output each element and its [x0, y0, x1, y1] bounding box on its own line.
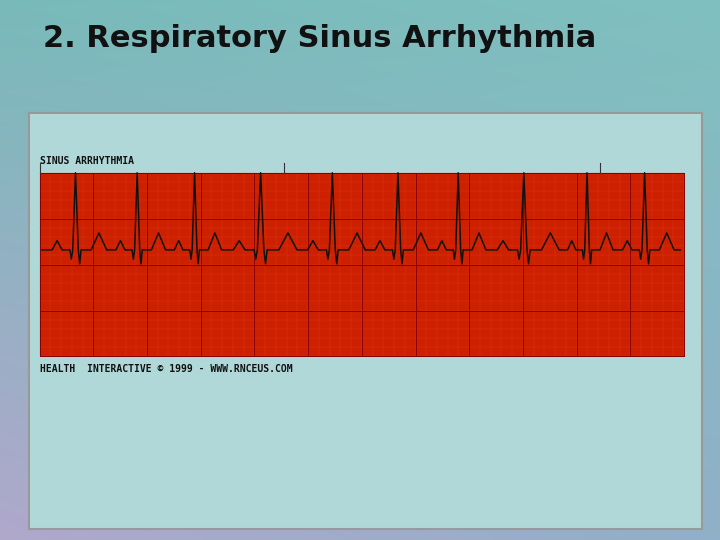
Text: HEALTH  INTERACTIVE © 1999 - WWW.RNCEUS.COM: HEALTH INTERACTIVE © 1999 - WWW.RNCEUS.C…	[40, 364, 292, 375]
Bar	[29, 113, 702, 529]
Bar	[40, 173, 684, 356]
Text: SINUS ARRHYTHMIA: SINUS ARRHYTHMIA	[40, 156, 134, 166]
Text: 2. Respiratory Sinus Arrhythmia: 2. Respiratory Sinus Arrhythmia	[43, 24, 596, 53]
